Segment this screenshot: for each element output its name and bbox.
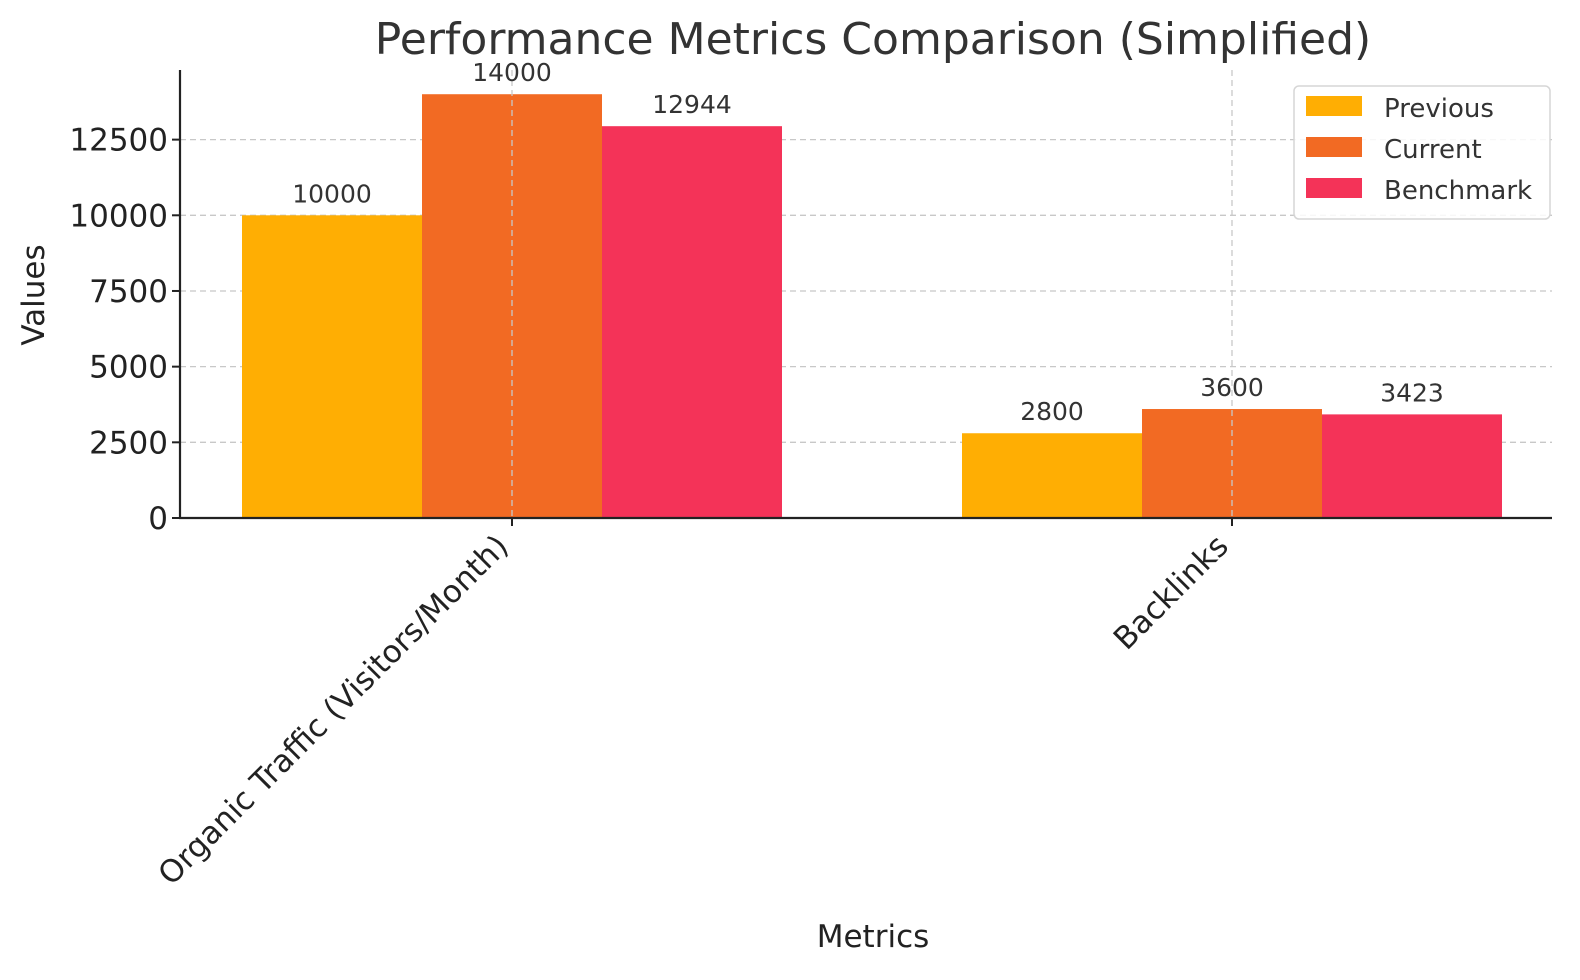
- legend-swatch-current: [1306, 137, 1362, 157]
- chart-title: Performance Metrics Comparison (Simplifi…: [375, 14, 1371, 65]
- y-tick-label: 0: [148, 501, 168, 537]
- bar-benchmark-0: [602, 126, 782, 518]
- bar-benchmark-1: [1322, 414, 1502, 518]
- legend: Previous Current Benchmark: [1293, 85, 1551, 220]
- data-label: 2800: [1020, 397, 1084, 426]
- x-tick-label: Organic Traffic (Visitors/Month): [151, 528, 515, 892]
- data-label: 14000: [472, 58, 552, 87]
- x-tick-label: Backlinks: [1107, 528, 1236, 657]
- y-tick-label: 2500: [89, 425, 168, 461]
- legend-swatch-previous: [1306, 96, 1362, 116]
- data-label: 12944: [652, 90, 732, 119]
- data-label: 3600: [1200, 373, 1264, 402]
- data-label: 3423: [1380, 378, 1444, 407]
- data-labels: 10000 2800 14000 3600 12944 3423: [292, 58, 1444, 426]
- y-tick-label: 12500: [69, 123, 168, 159]
- y-tick-label: 7500: [89, 274, 168, 310]
- bar-previous-1: [962, 433, 1142, 518]
- legend-swatch-benchmark: [1306, 178, 1362, 198]
- x-axis-title: Metrics: [817, 919, 930, 955]
- data-label: 10000: [292, 179, 372, 208]
- legend-label-current: Current: [1384, 135, 1482, 165]
- legend-label-previous: Previous: [1384, 94, 1494, 124]
- legend-label-benchmark: Benchmark: [1384, 176, 1532, 206]
- bar-previous-0: [242, 215, 422, 518]
- y-tick-label: 10000: [69, 198, 168, 234]
- y-tick-label: 5000: [89, 350, 168, 386]
- y-axis-title: Values: [16, 244, 52, 345]
